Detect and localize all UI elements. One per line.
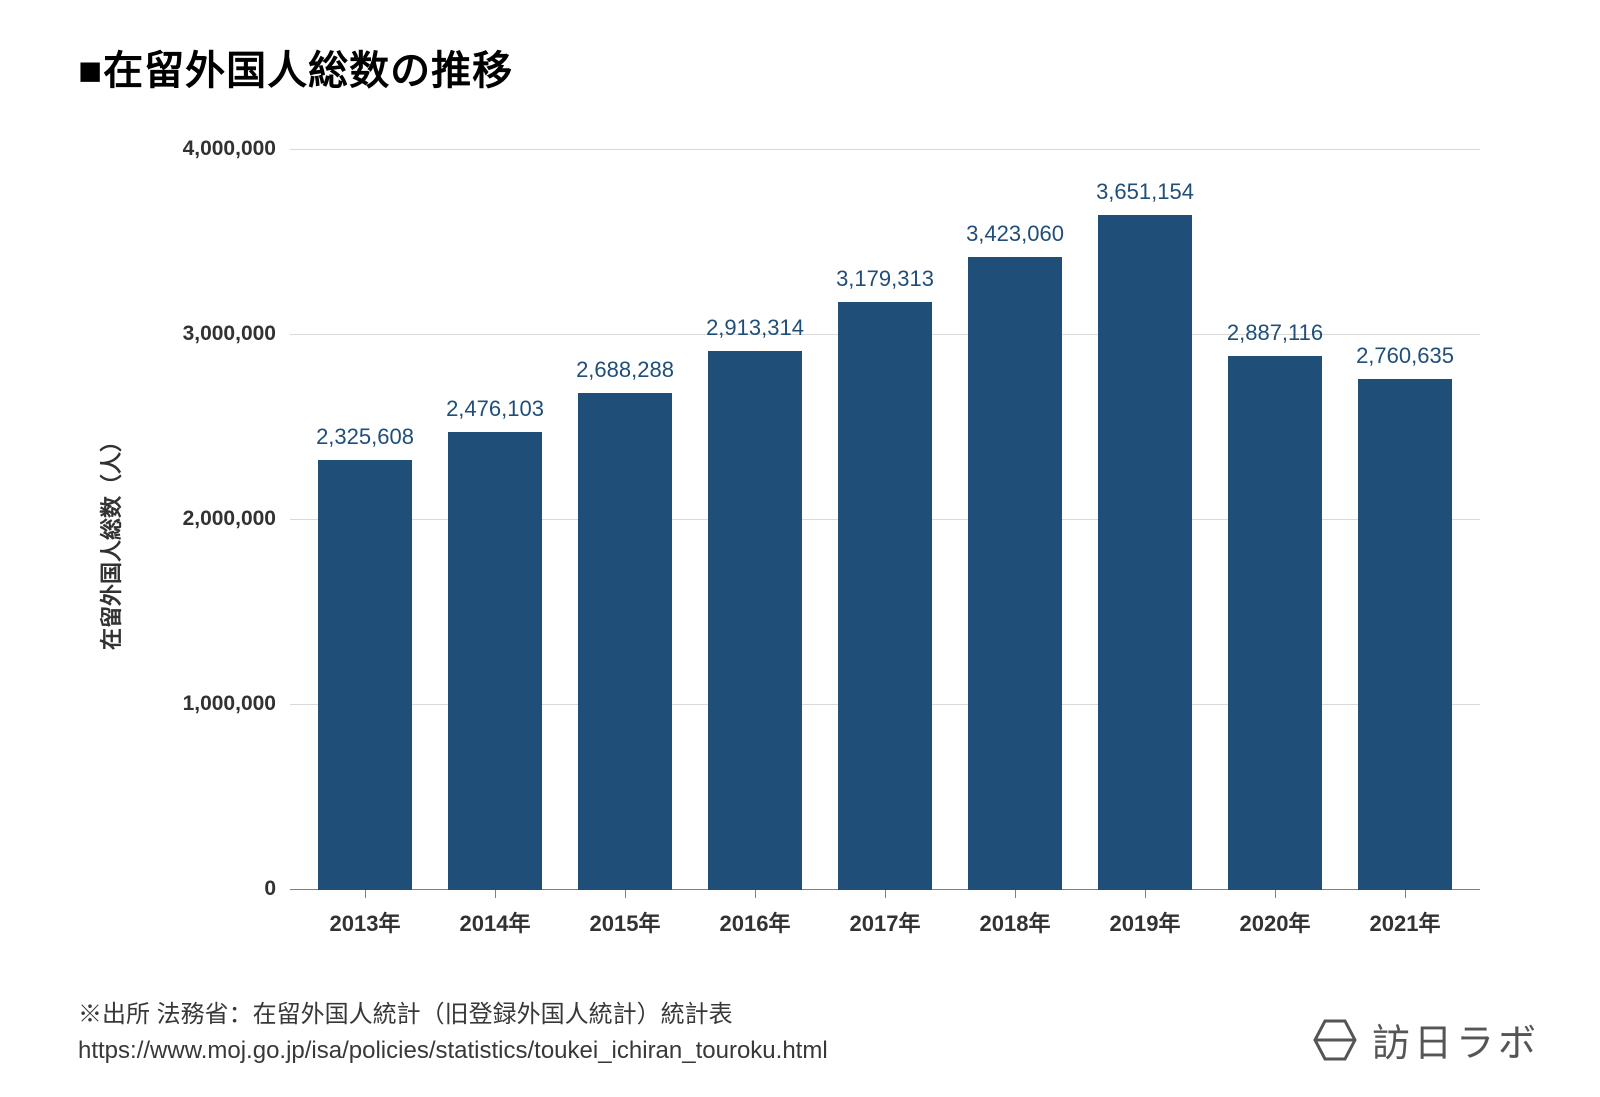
source-line-1: ※出所 法務省：在留外国人統計（旧登録外国人統計）統計表 xyxy=(78,997,828,1033)
bars-container: 2,325,6082013年2,476,1032014年2,688,288201… xyxy=(290,150,1480,890)
bar-slot: 3,179,3132017年 xyxy=(820,150,950,890)
bar xyxy=(838,302,932,890)
bar xyxy=(318,460,412,890)
bar-slot: 2,476,1032014年 xyxy=(430,150,560,890)
page-title: ■在留外国人総数の推移 xyxy=(78,38,513,96)
ytick-4: 4,000,000 xyxy=(183,137,276,161)
bar-slot: 2,760,6352021年 xyxy=(1340,150,1470,890)
tick-mark xyxy=(1405,890,1406,898)
hexagon-icon xyxy=(1312,1017,1358,1063)
bar xyxy=(708,351,802,890)
tick-mark xyxy=(365,890,366,898)
xtick-label: 2015年 xyxy=(590,906,661,938)
tick-mark xyxy=(755,890,756,898)
bar-slot: 2,887,1162020年 xyxy=(1210,150,1340,890)
xtick-label: 2019年 xyxy=(1110,906,1181,938)
xtick-label: 2017年 xyxy=(850,906,921,938)
ytick-1: 1,000,000 xyxy=(183,692,276,716)
tick-mark xyxy=(1015,890,1016,898)
tick-mark xyxy=(625,890,626,898)
tick-mark xyxy=(1145,890,1146,898)
bar-value-label: 2,688,288 xyxy=(576,357,674,383)
ytick-2: 2,000,000 xyxy=(183,507,276,531)
bar-value-label: 3,423,060 xyxy=(966,221,1064,247)
tick-mark xyxy=(885,890,886,898)
xtick-label: 2020年 xyxy=(1240,906,1311,938)
bar-value-label: 2,913,314 xyxy=(706,315,804,341)
bar xyxy=(578,393,672,890)
bar xyxy=(968,257,1062,890)
bar-slot: 3,651,1542019年 xyxy=(1080,150,1210,890)
bar-value-label: 3,179,313 xyxy=(836,266,934,292)
source-footer: ※出所 法務省：在留外国人統計（旧登録外国人統計）統計表 https://www… xyxy=(78,997,828,1069)
bar-value-label: 2,476,103 xyxy=(446,396,544,422)
bar-slot: 2,913,3142016年 xyxy=(690,150,820,890)
tick-mark xyxy=(1275,890,1276,898)
bar xyxy=(448,432,542,890)
ytick-0: 0 xyxy=(264,877,276,901)
xtick-label: 2018年 xyxy=(980,906,1051,938)
bar xyxy=(1358,379,1452,890)
bar-value-label: 2,325,608 xyxy=(316,424,414,450)
bar xyxy=(1098,215,1192,890)
source-line-2: https://www.moj.go.jp/isa/policies/stati… xyxy=(78,1033,828,1069)
bar-chart: 在留外国人総数（人） 0 1,000,000 2,000,000 3,000,0… xyxy=(120,130,1500,950)
y-axis-label: 在留外国人総数（人） xyxy=(94,430,126,650)
brand-logo: 訪日ラボ xyxy=(1312,1012,1540,1067)
bar-value-label: 2,760,635 xyxy=(1356,343,1454,369)
bar xyxy=(1228,356,1322,890)
tick-mark xyxy=(495,890,496,898)
ytick-3: 3,000,000 xyxy=(183,322,276,346)
xtick-label: 2013年 xyxy=(330,906,401,938)
xtick-label: 2014年 xyxy=(460,906,531,938)
bar-slot: 3,423,0602018年 xyxy=(950,150,1080,890)
bar-slot: 2,325,6082013年 xyxy=(300,150,430,890)
brand-text: 訪日ラボ xyxy=(1372,1012,1540,1067)
bar-slot: 2,688,2882015年 xyxy=(560,150,690,890)
bar-value-label: 3,651,154 xyxy=(1096,179,1194,205)
plot-area: 0 1,000,000 2,000,000 3,000,000 4,000,00… xyxy=(290,150,1480,890)
xtick-label: 2021年 xyxy=(1370,906,1441,938)
xtick-label: 2016年 xyxy=(720,906,791,938)
bar-value-label: 2,887,116 xyxy=(1227,320,1323,346)
